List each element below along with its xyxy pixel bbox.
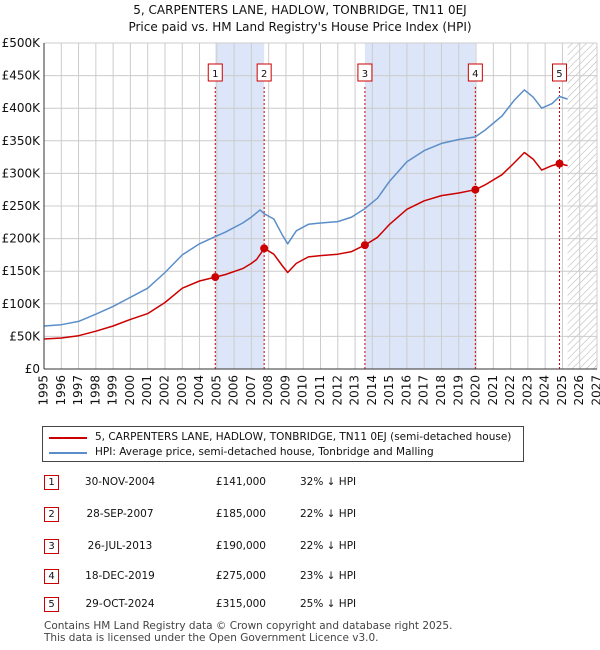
sale-point-3 (360, 241, 369, 250)
footer-licence: This data is licensed under the Open Gov… (44, 632, 379, 644)
sale-label-2: 2 (261, 69, 267, 80)
hpi-line (43, 89, 568, 327)
transaction-hpi-diff: 22% ↓ HPI (300, 508, 357, 520)
sale-label-box-5 (551, 63, 567, 82)
x-tick-label: 2011 (313, 375, 327, 406)
x-tick-label: 2017 (417, 375, 431, 406)
x-tick-label: 1999 (106, 375, 120, 406)
x-tick-label: 2007 (244, 375, 258, 406)
y-tick-label: £0 (25, 362, 40, 376)
x-tick-label: 2016 (399, 375, 413, 406)
chart-title: 5, CARPENTERS LANE, HADLOW, TONBRIDGE, T… (133, 3, 467, 17)
y-tick-label: £350K (2, 134, 42, 148)
transaction-price: £190,000 (215, 540, 266, 552)
transaction-date: 30-NOV-2004 (84, 476, 156, 488)
sale-label-box-2 (256, 63, 272, 82)
x-tick-label: 2009 (278, 375, 292, 406)
x-tick-label: 1996 (54, 375, 68, 406)
x-tick-label: 1998 (88, 375, 102, 406)
y-tick-label: £50K (9, 329, 41, 343)
table-row: 5 29-OCT-2024 £315,000 25% ↓ HPI (0, 597, 600, 613)
x-tick-label: 2004 (192, 375, 206, 406)
sale-label-5: 5 (556, 69, 562, 80)
x-tick-label: 2013 (348, 375, 362, 406)
x-tick-label: 2018 (434, 375, 448, 406)
x-tick-label: 2025 (555, 375, 569, 406)
y-tick-label: £450K (2, 69, 42, 83)
transaction-date: 18-DEC-2019 (85, 570, 155, 582)
x-tick-label: 2010 (296, 375, 310, 406)
sale-label-box-1 (207, 63, 223, 82)
table-row: 1 30-NOV-2004 £141,000 32% ↓ HPI (0, 475, 600, 491)
sale-point-4 (471, 185, 480, 194)
x-tick-label: 2001 (140, 375, 154, 406)
x-tick-label: 2005 (209, 375, 223, 406)
transaction-number: 5 (44, 597, 59, 612)
table-row: 3 26-JUL-2013 £190,000 22% ↓ HPI (0, 539, 600, 555)
sale-point-1 (211, 273, 220, 282)
table-row: 4 18-DEC-2019 £275,000 23% ↓ HPI (0, 569, 600, 585)
x-tick-label: 2019 (451, 375, 465, 406)
table-row: 2 28-SEP-2007 £185,000 22% ↓ HPI (0, 507, 600, 523)
transaction-number: 1 (44, 475, 59, 490)
x-tick-label: 1995 (37, 375, 51, 406)
transaction-date: 26-JUL-2013 (87, 540, 153, 552)
transaction-price: £315,000 (215, 598, 266, 610)
y-tick-label: £100K (2, 297, 42, 311)
transaction-price: £275,000 (215, 570, 266, 582)
x-tick-label: 2020 (469, 375, 483, 406)
y-tick-label: £500K (2, 36, 42, 50)
x-tick-label: 2015 (382, 375, 396, 406)
x-tick-label: 2024 (538, 375, 552, 406)
x-tick-label: 2023 (520, 375, 534, 406)
x-tick-label: 2022 (503, 375, 517, 406)
legend: 5, CARPENTERS LANE, HADLOW, TONBRIDGE, T… (42, 426, 524, 462)
x-tick-label: 2027 (590, 375, 600, 406)
price-chart: £0 £50K £100K £150K £200K £250K £300K £350K £400… (2, 36, 600, 406)
sale-label-1: 1 (212, 69, 218, 80)
y-tick-label: £150K (2, 264, 42, 278)
transaction-hpi-diff: 32% ↓ HPI (300, 476, 357, 488)
transaction-hpi-diff: 22% ↓ HPI (300, 540, 357, 552)
legend-label-property: 5, CARPENTERS LANE, HADLOW, TONBRIDGE, T… (95, 431, 512, 443)
transaction-date: 28-SEP-2007 (86, 508, 154, 520)
x-tick-label: 2014 (365, 375, 379, 406)
transaction-price: £141,000 (215, 476, 266, 488)
x-tick-label: 2008 (261, 375, 275, 406)
footer-copyright: Contains HM Land Registry data © Crown c… (44, 620, 453, 632)
transaction-number: 3 (44, 539, 59, 554)
y-tick-label: £250K (2, 199, 42, 213)
legend-line-hpi (49, 452, 87, 454)
transaction-number: 2 (44, 507, 59, 522)
sale-label-4: 4 (472, 69, 478, 80)
y-tick-label: £300K (2, 166, 42, 180)
transaction-date: 29-OCT-2024 (85, 598, 155, 610)
chart-subtitle: Price paid vs. HM Land Registry's House … (128, 20, 472, 34)
transaction-number: 4 (44, 569, 59, 584)
transaction-hpi-diff: 25% ↓ HPI (300, 598, 357, 610)
y-tick-label: £400K (2, 101, 42, 115)
property-price-line (43, 151, 568, 340)
legend-line-property (49, 437, 87, 439)
x-tick-label: 2003 (175, 375, 189, 406)
legend-label-hpi: HPI: Average price, semi-detached house,… (95, 446, 434, 458)
transaction-hpi-diff: 23% ↓ HPI (300, 570, 357, 582)
sale-label-box-3 (357, 63, 373, 82)
sale-label-box-4 (467, 63, 483, 82)
x-tick-label: 2002 (157, 375, 171, 406)
sale-point-5 (555, 159, 564, 168)
y-tick-label: £200K (2, 232, 42, 246)
x-tick-label: 1997 (71, 375, 85, 406)
x-tick-label: 2006 (227, 375, 241, 406)
x-tick-label: 2000 (123, 375, 137, 406)
sale-label-3: 3 (362, 69, 368, 80)
x-tick-label: 2021 (486, 375, 500, 406)
x-tick-label: 2012 (330, 375, 344, 406)
sale-point-2 (260, 244, 269, 253)
transaction-price: £185,000 (215, 508, 266, 520)
x-tick-label: 2026 (572, 375, 586, 406)
